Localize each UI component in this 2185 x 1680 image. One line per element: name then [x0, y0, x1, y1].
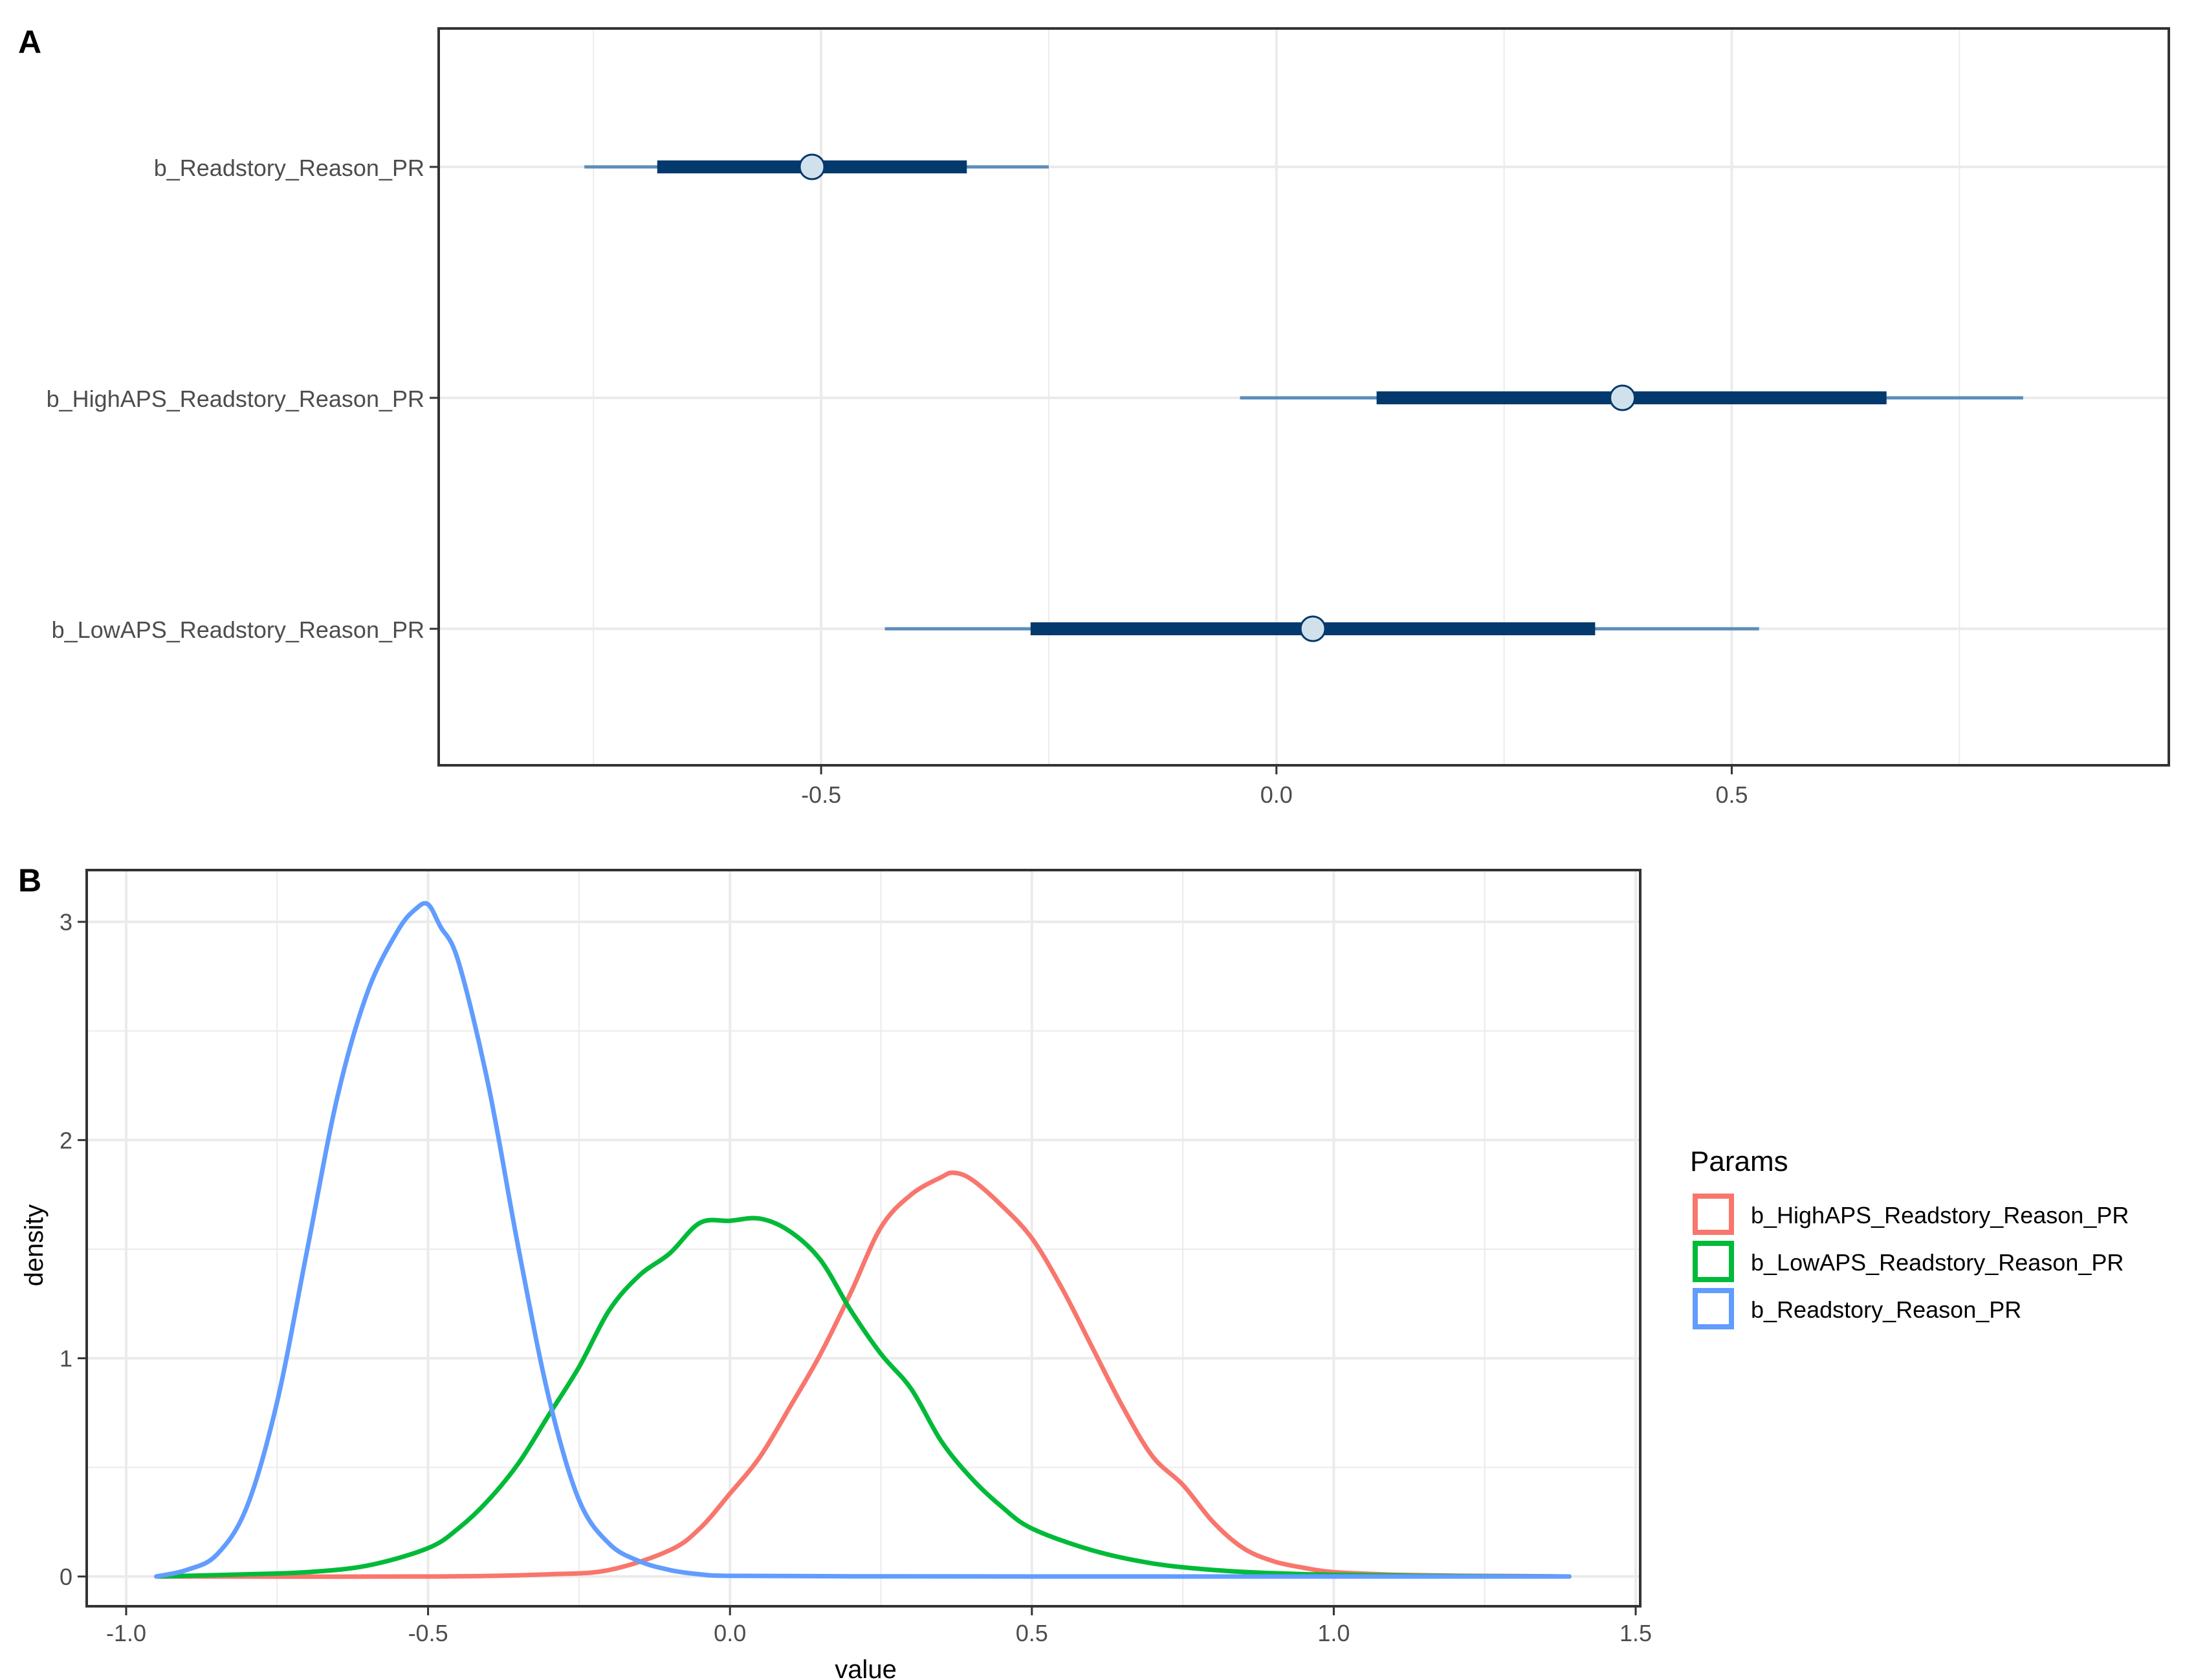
x-tick-label: 0.5	[1715, 781, 1748, 808]
x-tick-label: -0.5	[408, 1620, 448, 1646]
median-point	[1609, 384, 1636, 411]
density-line	[154, 1170, 1572, 1579]
x-tick-label: -1.0	[106, 1620, 146, 1646]
legend-swatch	[1693, 1288, 1734, 1329]
legend-label: b_HighAPS_Readstory_Reason_PR	[1751, 1202, 2129, 1228]
y-tick-label: 3	[60, 909, 72, 935]
x-tick-label: -0.5	[801, 781, 841, 808]
plot-frame	[85, 869, 1641, 1608]
x-tick-label: 0.5	[1016, 1620, 1048, 1646]
y-tick-label: b_Readstory_Reason_PR	[154, 155, 424, 181]
legend-label: b_LowAPS_Readstory_Reason_PR	[1751, 1249, 2124, 1276]
x-axis-title: value	[835, 1655, 897, 1680]
x-tick-label: 0.0	[1260, 781, 1293, 808]
x-tick-label: 1.5	[1620, 1620, 1652, 1646]
interval-plot-panel: b_Readstory_Reason_PR b_HighAPS_Readstory…	[47, 27, 2170, 808]
median-point	[1299, 615, 1326, 642]
x-tick-label: 0.0	[714, 1620, 746, 1646]
legend-swatch	[1693, 1194, 1734, 1235]
y-tick-label: b_LowAPS_Readstory_Reason_PR	[52, 616, 424, 643]
median-point	[798, 153, 826, 180]
y-axis-title: density	[20, 1205, 49, 1287]
density-line	[154, 1216, 1572, 1579]
legend: Params b_HighAPS_Readstory_Reason_PR b_Low…	[1690, 1146, 2129, 1329]
y-tick-label: 1	[60, 1346, 72, 1372]
y-tick-label: 0	[60, 1564, 72, 1590]
panel-label-a: A	[18, 24, 41, 60]
panel-label-b: B	[18, 862, 41, 899]
legend-label: b_Readstory_Reason_PR	[1751, 1296, 2021, 1323]
plot-frame	[437, 27, 2170, 767]
legend-swatch	[1693, 1241, 1734, 1282]
density-line	[154, 900, 1572, 1579]
y-tick-label: 2	[60, 1127, 72, 1153]
density-plot-panel: -1.0 -0.5 0.0 0.5 1.0 1.5 0 1 2 3	[60, 869, 1652, 1646]
x-tick-label: 1.0	[1317, 1620, 1350, 1646]
legend-title: Params	[1690, 1146, 1788, 1177]
y-tick-label: b_HighAPS_Readstory_Reason_PR	[47, 386, 424, 412]
